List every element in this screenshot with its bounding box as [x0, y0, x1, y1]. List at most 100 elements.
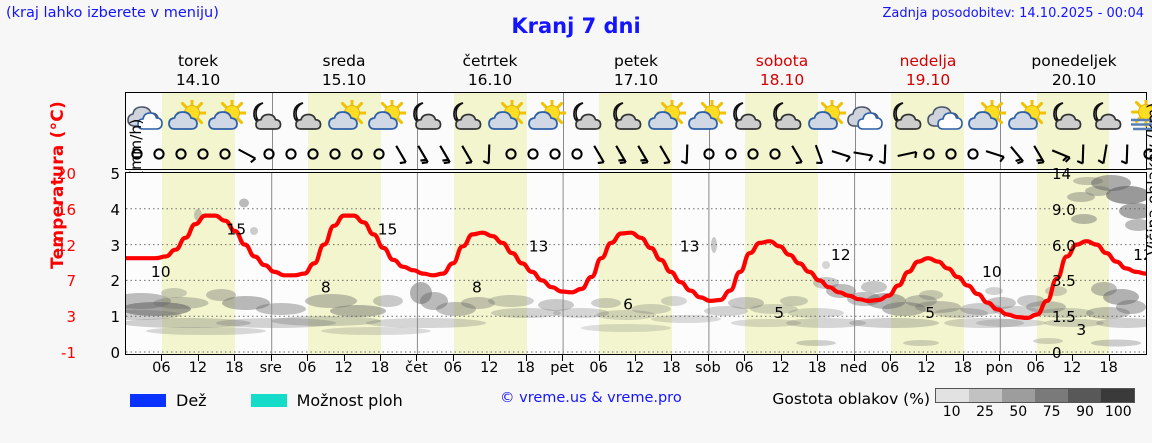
wind-barb [808, 139, 830, 169]
svg-text:8: 8 [472, 278, 482, 296]
svg-text:10: 10 [982, 263, 1002, 281]
day-separator [271, 93, 273, 169]
cloud-density-tick: 50 [1009, 404, 1028, 420]
day-name: nedelja [899, 52, 957, 70]
moon-cloud-icon [1086, 94, 1126, 138]
daylight-band [453, 173, 491, 354]
x-label: 06 [1026, 360, 1045, 376]
x-label: 18 [516, 360, 535, 376]
day-header-nedelja: nedelja 19.10 [855, 52, 1001, 92]
day-name: ponedeljek [1031, 52, 1117, 70]
sun-cloud-icon [366, 94, 406, 138]
sun-cloud-icon [206, 94, 246, 138]
axis-tick: 5 [110, 165, 120, 183]
axis-tick: 1 [110, 308, 120, 327]
x-tick [562, 355, 564, 361]
cloud-density-legend-label: Gostota oblakov (%) [772, 390, 930, 408]
x-label: 18 [370, 360, 390, 376]
daylight-band [745, 173, 782, 354]
x-label: 06 [880, 360, 900, 376]
wind-barb [1006, 139, 1028, 169]
wind-barb [500, 139, 522, 169]
axis-tick: 3.5 [1052, 272, 1076, 291]
x-label: 12 [480, 360, 499, 376]
sun-cloud-icon [166, 94, 206, 138]
sun-cloud-icon [806, 94, 846, 138]
day-header-torek: torek 14.10 [125, 52, 271, 92]
day-header-ponedeljek: ponedeljek 20.10 [1001, 52, 1147, 92]
daylight-band [1072, 173, 1110, 354]
x-tick [635, 355, 636, 361]
wind-barb [434, 139, 456, 169]
svg-text:5: 5 [925, 304, 935, 322]
x-tick [1035, 355, 1037, 361]
precipitation-axis-ticks: 5 4 3 2 1 0 [96, 165, 120, 365]
svg-text:3: 3 [1076, 321, 1086, 339]
weather-icon-panel [125, 92, 1152, 170]
wind-barb [214, 139, 236, 169]
moon-cloud-icon [886, 94, 926, 138]
wind-barb [830, 139, 852, 169]
wind-barb [874, 139, 896, 169]
day-date: 18.10 [759, 71, 805, 89]
cloud-density-swatch [1035, 389, 1068, 402]
moon-cloud-icon [1046, 94, 1086, 138]
wind-barb [632, 139, 654, 169]
cloud-density-tick: 100 [1104, 404, 1132, 420]
x-label: 18 [225, 360, 244, 376]
moon-cloud-icon [286, 94, 326, 138]
showers-legend-swatch [250, 393, 287, 407]
cloud-density-swatch [1068, 389, 1101, 402]
axis-tick: 12 [56, 236, 76, 255]
copyright-label[interactable]: © vreme.us & vreme.pro [500, 390, 682, 406]
x-label: 12 [1062, 360, 1082, 376]
cloud-density-tick: 25 [976, 404, 994, 420]
cloud-density-swatch [969, 389, 1002, 402]
wind-barb [522, 139, 544, 169]
axis-tick: -1 [61, 344, 76, 362]
wind-barb [478, 139, 500, 169]
wind-barb [280, 139, 302, 169]
x-label: 18 [1099, 360, 1118, 376]
daylight-band [453, 93, 491, 169]
day-date: 14.10 [175, 71, 221, 89]
wind-barb [302, 139, 324, 169]
x-label: 18 [662, 360, 681, 376]
axis-tick: 7 [66, 272, 76, 291]
wind-barb [852, 139, 874, 169]
x-tick [890, 355, 891, 361]
temperature-axis-ticks: 20 16 12 7 3 -1 [36, 165, 76, 365]
moon-cloud-icon [726, 94, 766, 138]
day-separator [854, 93, 856, 169]
series-legend: Dež Možnost ploh [130, 388, 447, 412]
wind-barb [720, 139, 742, 169]
wind-barb [676, 139, 698, 169]
wind-barb [654, 139, 676, 169]
sun-fog-icon [1126, 94, 1152, 138]
x-tick [780, 355, 782, 361]
axis-tick: 0 [1052, 344, 1062, 362]
x-label: 12 [771, 360, 790, 376]
x-label: 06 [152, 360, 171, 376]
x-label: 12 [625, 360, 645, 376]
x-axis-labels: 06 12 18 sre 06 12 18 čet 06 12 18 pet 06 12 18 sob 06 12… [125, 360, 1147, 382]
svg-text:12: 12 [1133, 246, 1146, 264]
daylight-band [927, 173, 964, 354]
x-tick [525, 355, 527, 361]
x-tick [1072, 355, 1074, 361]
rain-legend-swatch [130, 393, 166, 407]
sun-cloud-icon [686, 94, 726, 138]
wind-barb [1050, 139, 1072, 169]
x-tick [962, 355, 964, 361]
svg-text:13: 13 [529, 238, 549, 256]
day-separator [417, 93, 419, 169]
wind-barb [566, 139, 588, 169]
cloud-density-tick: 10 [942, 404, 961, 420]
cloud-height-axis-title: Višina oblakov (km) [1144, 102, 1152, 256]
wind-barb [170, 139, 192, 169]
svg-text:15: 15 [378, 221, 398, 239]
moon-cloud-icon [246, 94, 286, 138]
wind-barb [940, 139, 962, 169]
svg-text:15: 15 [226, 221, 246, 239]
wind-barb [698, 139, 720, 169]
